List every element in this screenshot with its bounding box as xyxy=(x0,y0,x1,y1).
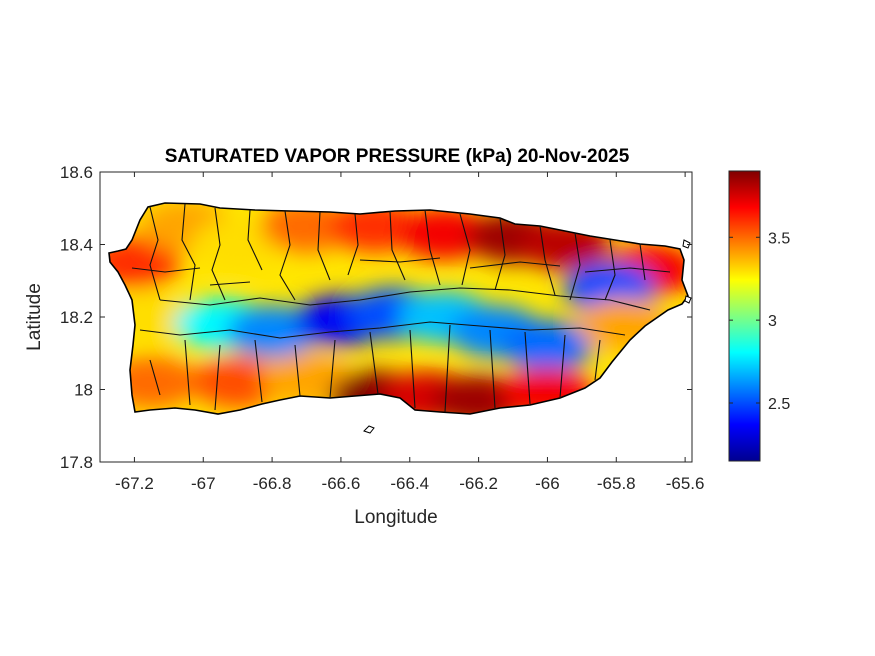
municipality-border xyxy=(149,359,161,396)
municipality-border xyxy=(214,344,221,411)
municipality-border xyxy=(604,239,616,301)
y-tick-label: 18.2 xyxy=(60,308,93,327)
x-tick-label: -66 xyxy=(535,474,560,493)
x-axis-label: Longitude xyxy=(354,507,437,528)
municipality-border xyxy=(584,267,671,273)
municipality-border xyxy=(149,206,161,301)
municipality-border xyxy=(524,331,531,405)
y-axis: 17.8 18 18.2 18.4 18.6 xyxy=(60,163,692,472)
municipality-border xyxy=(347,213,359,276)
island-outline xyxy=(108,202,689,415)
municipality-border xyxy=(359,257,441,263)
colorbar-tick-label: 2.5 xyxy=(768,396,790,413)
municipality-border xyxy=(569,232,581,301)
islet xyxy=(363,425,375,434)
municipality-border xyxy=(294,344,301,397)
municipality-border xyxy=(459,213,471,286)
x-axis: -67.2 -67 -66.8 -66.6 -66.4 -66.2 -66 -65.8 -65.… xyxy=(115,172,704,493)
x-tick-label: -66.4 xyxy=(390,474,429,493)
colorbar-tick-label: 3.5 xyxy=(768,230,790,247)
municipality-border xyxy=(159,287,651,311)
municipality-border xyxy=(389,210,406,281)
offshore-islets xyxy=(363,239,692,434)
municipality-border xyxy=(444,324,451,413)
colorbar-gradient xyxy=(728,170,761,462)
field-sample xyxy=(260,352,353,405)
chart-title: SATURATED VAPOR PRESSURE (kPa) 20-Nov-20… xyxy=(165,146,630,167)
municipality-border xyxy=(131,267,201,273)
field-sample xyxy=(398,207,491,260)
y-tick-label: 18 xyxy=(74,381,93,400)
colorbar: 2.5 3 3.5 xyxy=(728,170,790,462)
x-tick-label: -66.2 xyxy=(459,474,498,493)
municipality-border xyxy=(329,339,336,399)
x-tick-label: -66.8 xyxy=(253,474,292,493)
field-sample xyxy=(260,203,353,253)
municipality-border xyxy=(489,329,496,409)
islet xyxy=(684,295,692,304)
municipality-border xyxy=(211,207,226,301)
y-tick-label: 18.4 xyxy=(60,236,93,255)
municipality-border xyxy=(424,209,441,286)
municipality-border xyxy=(639,243,646,281)
x-tick-label: -65.6 xyxy=(666,474,705,493)
islet xyxy=(682,239,691,249)
municipal-borders xyxy=(131,203,671,413)
field-sample xyxy=(191,218,284,271)
municipality-border xyxy=(209,281,251,286)
x-tick-label: -67.2 xyxy=(115,474,154,493)
y-axis-label: Latitude xyxy=(24,283,45,351)
colorbar-ticks: 2.5 3 3.5 xyxy=(729,230,790,413)
field-sample xyxy=(191,356,284,409)
municipality-border xyxy=(254,339,263,403)
colorbar-tick-label: 3 xyxy=(768,313,777,330)
municipality-border xyxy=(139,321,626,339)
municipality-border xyxy=(369,331,379,395)
municipality-border xyxy=(594,339,601,381)
municipality-border xyxy=(539,225,556,296)
x-tick-label: -65.8 xyxy=(597,474,636,493)
municipality-border xyxy=(317,211,331,281)
y-tick-label: 17.8 xyxy=(60,453,93,472)
municipality-border xyxy=(494,217,506,291)
municipality-border xyxy=(409,329,416,409)
municipality-border xyxy=(181,203,196,301)
municipality-border xyxy=(247,209,263,271)
municipality-border xyxy=(559,334,566,399)
x-tick-label: -67 xyxy=(191,474,216,493)
municipality-border xyxy=(469,261,561,269)
municipality-border xyxy=(279,210,296,301)
municipality-border xyxy=(184,339,191,406)
field-sample xyxy=(501,320,594,372)
y-tick-label: 18.6 xyxy=(60,163,93,182)
x-tick-label: -66.6 xyxy=(322,474,361,493)
